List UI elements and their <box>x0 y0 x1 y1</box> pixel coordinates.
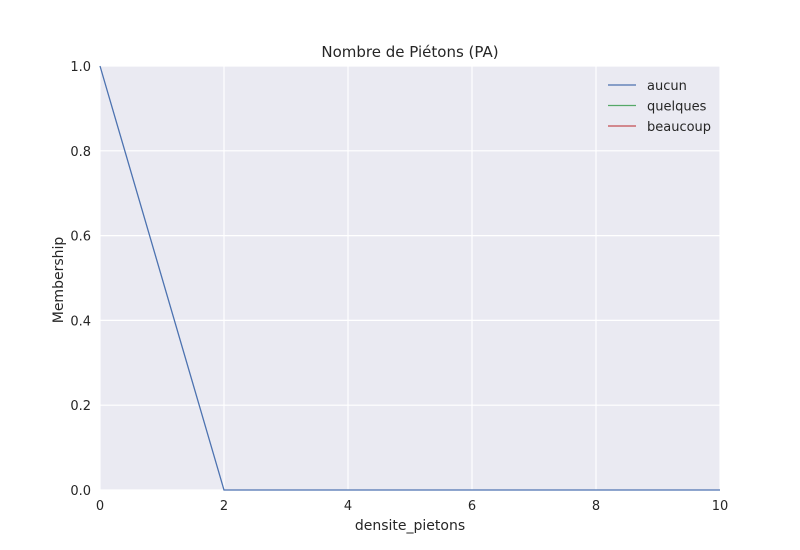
legend: aucun quelques beaucoup <box>608 79 711 135</box>
y-tick-label: 0.6 <box>70 230 91 245</box>
tick-labels: 0 2 4 6 8 10 0.0 0.2 0.4 0.6 0.8 1.0 <box>70 60 728 514</box>
y-tick-label: 1.0 <box>70 60 91 75</box>
x-tick-label: 6 <box>468 499 476 514</box>
y-tick-label: 0.4 <box>70 314 91 329</box>
y-axis-label: Membership <box>51 237 67 324</box>
legend-label-aucun: aucun <box>647 79 687 94</box>
grid-lines <box>99 65 721 491</box>
chart-title: Nombre de Piétons (PA) <box>321 43 498 61</box>
x-tick-label: 10 <box>712 499 729 514</box>
y-tick-label: 0.8 <box>70 145 91 160</box>
x-axis-label: densite_pietons <box>355 518 465 534</box>
x-tick-label: 2 <box>220 499 228 514</box>
legend-label-beaucoup: beaucoup <box>647 120 711 135</box>
plot-area-background <box>100 66 720 490</box>
x-tick-label: 0 <box>96 499 104 514</box>
legend-label-quelques: quelques <box>647 100 707 115</box>
series-lines <box>99 65 720 491</box>
x-tick-label: 8 <box>592 499 600 514</box>
y-tick-label: 0.0 <box>70 484 91 499</box>
y-tick-label: 0.2 <box>70 399 91 414</box>
x-tick-label: 4 <box>344 499 352 514</box>
series-line-aucun <box>99 65 720 491</box>
